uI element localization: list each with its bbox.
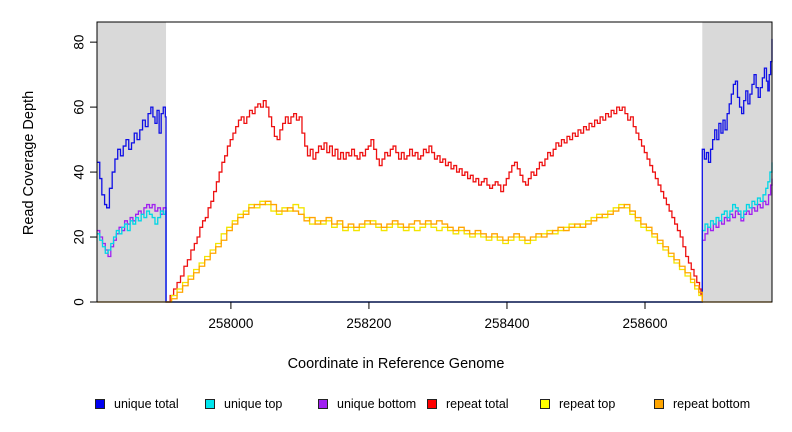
legend-swatch-unique-bottom <box>318 399 328 409</box>
legend-item-repeat-total: repeat total <box>427 397 509 411</box>
legend-item-repeat-top: repeat top <box>540 397 615 411</box>
legend-item-repeat-bottom: repeat bottom <box>654 397 750 411</box>
y-axis-tick-label: 0 <box>72 298 87 306</box>
x-axis-tick-label: 258400 <box>484 316 529 331</box>
plot-border <box>96 21 773 303</box>
series-repeat-total-line <box>166 99 703 303</box>
y-axis-tick-label: 20 <box>72 230 87 245</box>
x-axis-tick-label: 258200 <box>346 316 391 331</box>
x-axis-tick-label: 258600 <box>622 316 667 331</box>
legend: unique total unique top unique bottom repea… <box>0 397 792 415</box>
series-unique-bottom-line <box>97 178 773 303</box>
legend-item-unique-top: unique top <box>205 397 282 411</box>
legend-label: repeat top <box>559 397 616 411</box>
legend-label: unique top <box>224 397 283 411</box>
left-flank-shaded-region <box>97 22 167 302</box>
legend-label: unique total <box>114 397 179 411</box>
legend-label: repeat total <box>446 397 509 411</box>
legend-swatch-repeat-total <box>427 399 437 409</box>
right-flank-shaded-region <box>702 22 772 302</box>
legend-swatch-unique-top <box>205 399 215 409</box>
y-axis-tick-label: 60 <box>72 100 87 115</box>
legend-item-unique-total: unique total <box>95 397 179 411</box>
series-unique-total-line <box>97 38 773 303</box>
y-axis-tick-label: 40 <box>72 165 87 180</box>
x-axis-title: Coordinate in Reference Genome <box>287 356 505 372</box>
legend-swatch-unique-total <box>95 399 105 409</box>
series-repeat-bottom-line <box>97 200 772 303</box>
legend-swatch-repeat-bottom <box>654 399 664 409</box>
series-repeat-top-line <box>166 200 703 303</box>
legend-swatch-repeat-top <box>540 399 550 409</box>
x-axis-tick-label: 258000 <box>208 316 253 331</box>
legend-item-unique-bottom: unique bottom <box>318 397 416 411</box>
series-unique-top-line <box>97 162 773 303</box>
y-axis-title: Read Coverage Depth <box>21 90 37 236</box>
legend-label: unique bottom <box>337 397 417 411</box>
legend-label: repeat bottom <box>673 397 751 411</box>
y-axis-tick-label: 80 <box>72 35 87 50</box>
